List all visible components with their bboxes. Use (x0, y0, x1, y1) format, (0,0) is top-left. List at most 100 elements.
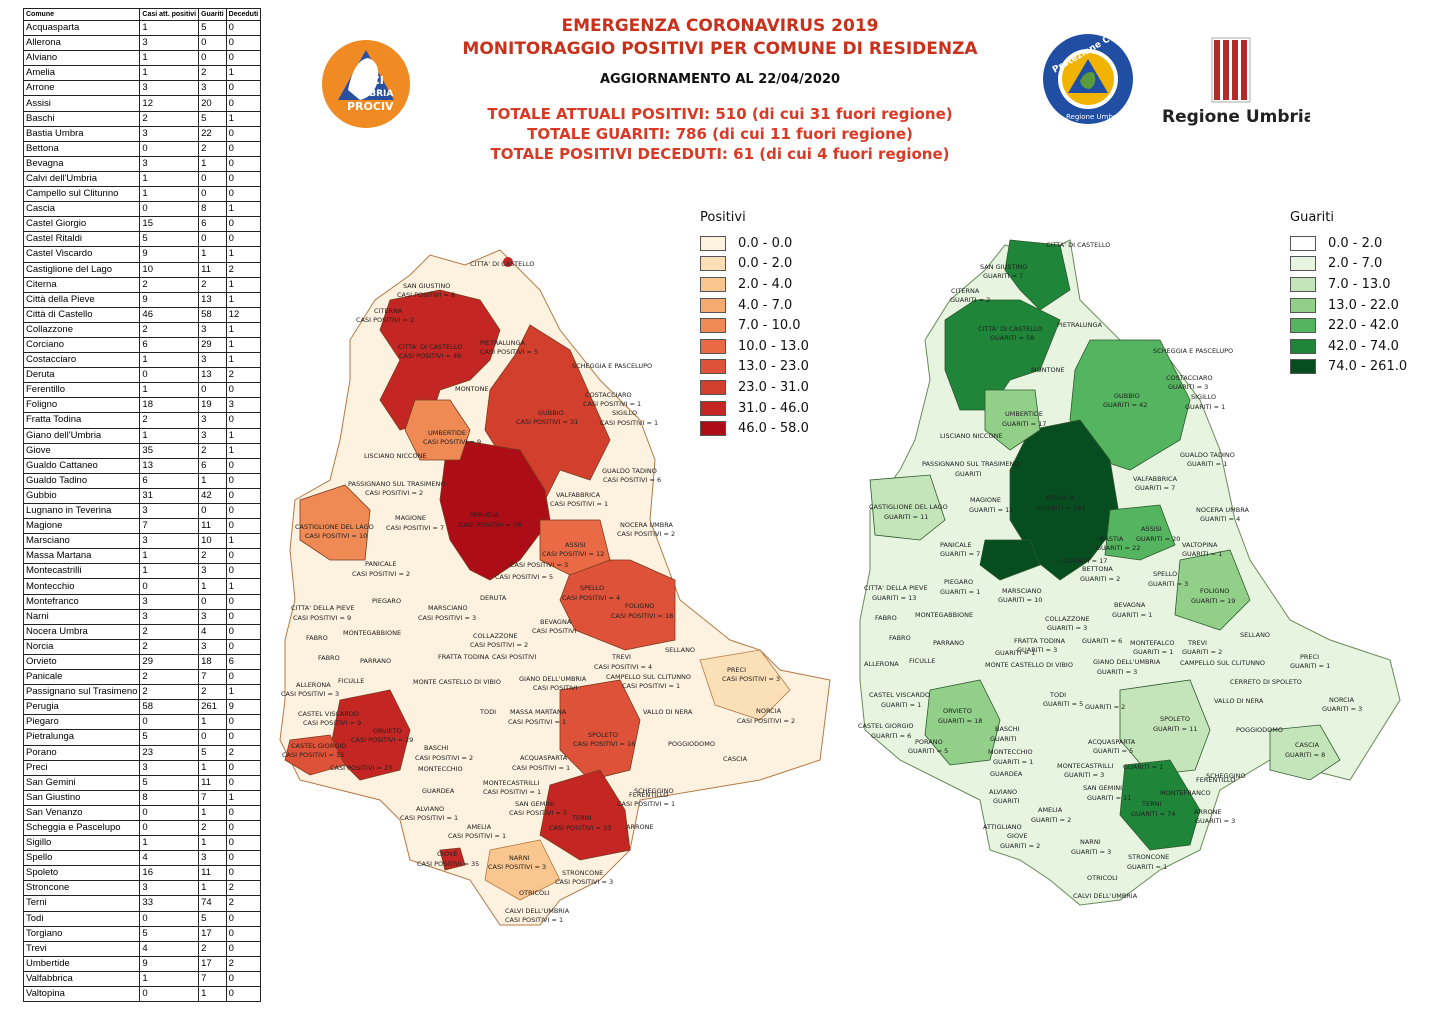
table-row: Castel Ritaldi 5 0 0 (22, 231, 262, 248)
map-label: CASI POSITIVI = 3 (281, 690, 339, 698)
map-label: GUARITI = 17 (1002, 420, 1046, 428)
title-monitoraggio: MONITORAGGIO POSITIVI PER COMUNE DI RESI… (462, 39, 978, 59)
legend-item: 46.0 - 58.0 (700, 418, 809, 439)
map-label: VALLO DI NERA (1214, 697, 1264, 705)
map-label: OTRICOLI (519, 889, 550, 897)
map-label: GUARITI = 11 (884, 513, 928, 521)
legend-item: 42.0 - 74.0 (1290, 336, 1407, 357)
map-label: CASI POSITIVI = 35 (417, 860, 479, 868)
legend-item: 13.0 - 23.0 (700, 357, 809, 378)
map-label: GUARITI = 3 (1064, 771, 1104, 779)
map-label: CASTEL VISCARDO (869, 691, 930, 699)
legend-label: 0.0 - 2.0 (1328, 235, 1383, 251)
table-row: Città di Castello 46 58 12 (22, 306, 262, 323)
map-label: CITTA' DELLA PIEVE (291, 604, 355, 612)
map-label: CALVI DELL'UMBRIA (1073, 892, 1138, 900)
map-label: CAMPELLO SUL CLITUNNO (606, 673, 691, 681)
legend-label: 31.0 - 46.0 (738, 400, 809, 416)
map-label: PASSIGNANO SUL TRASIMENO (348, 480, 446, 488)
map-label: MARSCIANO (1002, 587, 1042, 595)
map-label: CASI POSITIVI = 33 (549, 824, 611, 832)
map-label: CAMPELLO SUL CLITUNNO (1180, 659, 1265, 667)
map-label: ARRONE (626, 823, 654, 831)
map-label: CASI POSITIVI = 1 (600, 419, 658, 427)
map-label: CASI POSITIVI = 15 (282, 751, 344, 759)
map-label: CASI POSITIVI = 18 (611, 612, 673, 620)
map-label: MONTE CASTELLO DI VIBIO (985, 661, 1073, 669)
map-label: MONTEFALCO (1130, 639, 1175, 647)
map-label: MAGIONE (395, 514, 426, 522)
map-label: GUARITI = 2 (1031, 816, 1071, 824)
legend-swatch (1290, 256, 1316, 272)
map-label: CASI POSITIVI = 8 (397, 291, 455, 299)
table-row: Giano dell'Umbria 1 3 1 (22, 427, 262, 444)
map-label: ALLERONA (296, 681, 331, 689)
map-label: ASSISI (1141, 525, 1162, 533)
g-comune-foligno (1174, 549, 1251, 631)
table-row: Corciano 6 29 1 (22, 336, 262, 354)
map-label: GUARITI = 1 (993, 758, 1033, 766)
legend-item: 0.0 - 2.0 (700, 254, 809, 275)
table-row: Baschi 2 5 1 (22, 110, 262, 127)
map-label: GUARITI = 2 (950, 296, 990, 304)
map-label: NARNI (1080, 838, 1101, 846)
map-label: MONTONE (1031, 366, 1065, 374)
map-label: CASI POSITIVI = 12 (542, 550, 604, 558)
map-label: FABRO (318, 654, 340, 662)
legend-swatch (700, 359, 726, 375)
map-label: UMBERTIDE (428, 429, 466, 437)
map-label: CASCIA (1295, 741, 1320, 749)
map-label: CASI POSITIVI = 4 (594, 663, 652, 671)
legend-guariti: Guariti 0.0 - 2.0 2.0 - 7.0 7.0 - 13.0 13.0… (1290, 210, 1407, 377)
table-row: Porano 23 5 2 (22, 744, 262, 761)
map-label: CASI POSITIVI = 1 (400, 814, 458, 822)
map-label: TERNI (1141, 800, 1161, 808)
map-label: FICULLE (909, 657, 935, 665)
table-header-row: Comune Casi att. positivi Guariti Decedu… (22, 8, 262, 21)
table-row: Perugia 58 261 9 (22, 699, 262, 716)
map-label: CASI POSITIVI = 9 (303, 719, 361, 727)
map-label: SPELLO (1153, 570, 1177, 578)
table-row: Deruta 0 13 2 (22, 367, 262, 384)
map-label: GUARITI = 74 (1131, 810, 1175, 818)
map-label: SCHEGGINO (1206, 772, 1246, 780)
protezione-civile-logo: Protezione Civile Regione Umbria (1043, 33, 1133, 124)
g-comune-terni (1119, 759, 1201, 851)
table-row: Pietralunga 5 0 0 (22, 729, 262, 746)
legend-swatch (700, 297, 726, 313)
table-row: Marsciano 3 10 1 (22, 533, 262, 550)
comune-narni (484, 839, 561, 901)
map-label: GUARITI = 3 (1322, 705, 1362, 713)
map-label: MONTECCHIO (988, 748, 1033, 756)
table-row: Calvi dell'Umbria 1 0 0 (22, 170, 262, 188)
map-label: COSTACCIARO (1166, 374, 1213, 382)
comune-spoleto (559, 679, 641, 781)
legend-swatch (700, 318, 726, 334)
map-label: GUARITI = 58 (990, 334, 1034, 342)
map-label: GUARITI = 6 (871, 732, 911, 740)
map-label: CASI POSITIVI = 46 (399, 352, 461, 360)
legend-label: 2.0 - 7.0 (1328, 256, 1383, 272)
map-guariti (859, 239, 1401, 906)
legend-swatch (1290, 338, 1316, 354)
map-label: SCHEGGIA E PASCELUPO (572, 362, 652, 370)
map-label: CASI POSITIVI = 3 (418, 614, 476, 622)
map-label: CASCIA (723, 755, 748, 763)
map-label: FERENTILLO (1196, 776, 1235, 784)
legend-guariti-title: Guariti (1290, 210, 1334, 225)
map-label: CASI POSITIVI = 1 (448, 832, 506, 840)
map-label: SCHEGGINO (634, 787, 674, 795)
table-row: Todi 0 5 0 (22, 910, 262, 927)
legend-item: 13.0 - 22.0 (1290, 295, 1407, 316)
map-label: CITERNA (951, 287, 980, 295)
legend-swatch (1290, 276, 1316, 292)
map-label: GUARITI = 1 (1290, 662, 1330, 670)
map-label: LISCIANO NICCONE (364, 452, 427, 460)
map-label: STRONCONE (562, 869, 603, 877)
cell-deceduti: 0 (225, 985, 262, 1003)
legend-label: 0.0 - 2.0 (738, 256, 793, 272)
map-label: CASI POSITIVI = 3 (555, 878, 613, 886)
map-label: CASI POSITIVI = 10 (305, 532, 367, 540)
map-label: BASCHI (424, 744, 448, 752)
map-positivi (279, 249, 831, 926)
